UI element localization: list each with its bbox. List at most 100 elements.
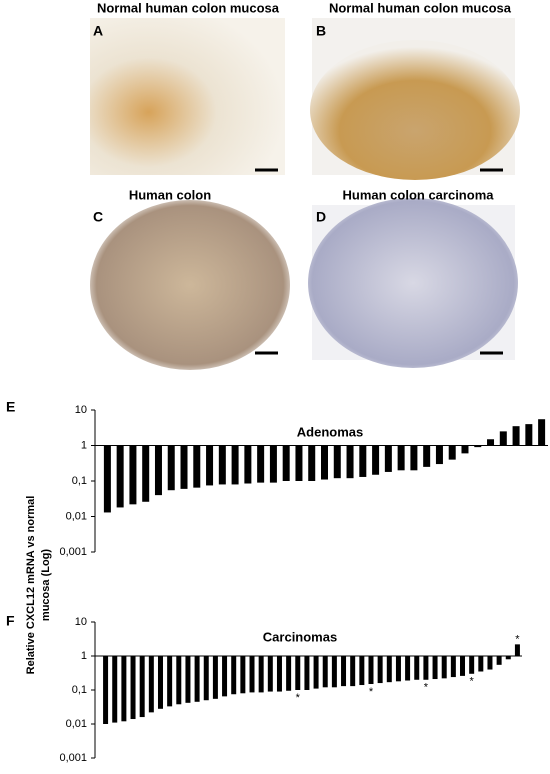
bar: [218, 445, 226, 485]
panel-letter: A: [93, 23, 103, 39]
bar: [231, 445, 239, 485]
bar: [116, 445, 124, 508]
bar: [423, 445, 431, 467]
bar: [193, 445, 201, 488]
y-tick-label: 10: [75, 616, 87, 628]
bar: [448, 445, 456, 460]
bar: [286, 656, 292, 691]
chart-title: Adenomas: [297, 424, 363, 439]
bar: [450, 656, 456, 678]
bar: [130, 656, 136, 720]
panel-letter: F: [6, 613, 15, 629]
bar: [148, 656, 154, 713]
y-tick-label: 0,1: [72, 475, 87, 487]
bar: [167, 445, 175, 491]
bar: [538, 419, 546, 446]
bar: [222, 656, 228, 697]
panel-letter: B: [316, 23, 326, 39]
bar: [499, 431, 507, 446]
bar: [372, 445, 380, 475]
bar: [478, 656, 484, 672]
panel-title: Human colon: [129, 187, 211, 202]
bar: [167, 656, 173, 707]
bar: [154, 445, 162, 496]
bar: [460, 656, 466, 676]
bar: [231, 656, 237, 695]
bar: [505, 656, 511, 660]
bar: [368, 656, 374, 685]
bar: [384, 445, 392, 472]
bar: [377, 656, 383, 684]
significance-marker: *: [296, 692, 301, 704]
y-tick-label: 0,01: [66, 718, 87, 730]
micrographs: [90, 18, 520, 370]
bar: [206, 445, 214, 486]
bar: [103, 656, 109, 724]
y-tick-label: 0,001: [59, 546, 87, 558]
bar: [441, 656, 447, 679]
bar: [331, 656, 337, 688]
significance-marker: *: [424, 682, 429, 694]
bar: [304, 656, 310, 690]
y-tick-label: 0,01: [66, 510, 87, 522]
significance-marker: *: [470, 676, 475, 688]
y-tick-label: 0,001: [59, 752, 87, 764]
panel-title: Human colon carcinoma: [343, 187, 495, 202]
bar: [321, 445, 328, 480]
bar: [359, 656, 365, 686]
bar: [185, 656, 191, 703]
bar: [142, 445, 150, 502]
bar: [512, 426, 520, 446]
bar: [397, 445, 405, 471]
micrograph-b: [310, 40, 520, 180]
bar: [423, 656, 429, 680]
bar: [180, 445, 188, 489]
y-tick-label: 1: [81, 650, 87, 662]
bar: [313, 656, 319, 689]
bar: [249, 656, 255, 693]
panel-title: Normal human colon mucosa: [329, 0, 512, 15]
y-tick-label: 10: [75, 404, 87, 416]
y-label-line: mucosa (Log): [40, 549, 52, 621]
panel-title: Normal human colon mucosa: [97, 0, 280, 15]
micrograph-a: [90, 18, 285, 175]
panel-letter: E: [6, 399, 15, 415]
bar: [474, 445, 482, 448]
micrograph-d: [308, 198, 518, 368]
bar: [435, 445, 443, 465]
bar: [469, 656, 475, 674]
bar: [257, 445, 265, 483]
bar: [267, 656, 273, 692]
bar: [176, 656, 182, 705]
bar: [121, 656, 127, 722]
bar: [525, 424, 533, 446]
panel-letter: D: [316, 209, 326, 225]
bar: [129, 445, 137, 505]
bar: [203, 656, 209, 701]
bar: [103, 445, 111, 513]
significance-marker: *: [369, 686, 374, 698]
bar: [139, 656, 145, 718]
bar: [269, 445, 277, 483]
bar: [276, 656, 282, 692]
micrograph-c: [90, 200, 290, 370]
significance-marker: *: [515, 633, 520, 645]
bar: [212, 656, 218, 699]
bar: [346, 445, 354, 479]
y-tick-label: 0,1: [72, 684, 87, 696]
bar: [308, 445, 316, 481]
bar: [350, 656, 356, 687]
bar: [461, 445, 469, 454]
bar: [112, 656, 118, 723]
bar: [295, 445, 303, 481]
chart-title: Carcinomas: [263, 629, 337, 644]
bar: [405, 656, 411, 681]
bar: [282, 445, 290, 481]
bar: [194, 656, 200, 702]
bar: [322, 656, 328, 688]
bar: [341, 656, 347, 687]
bar: [432, 656, 438, 680]
bar: [157, 656, 163, 709]
y-tick-label: 1: [81, 439, 87, 451]
